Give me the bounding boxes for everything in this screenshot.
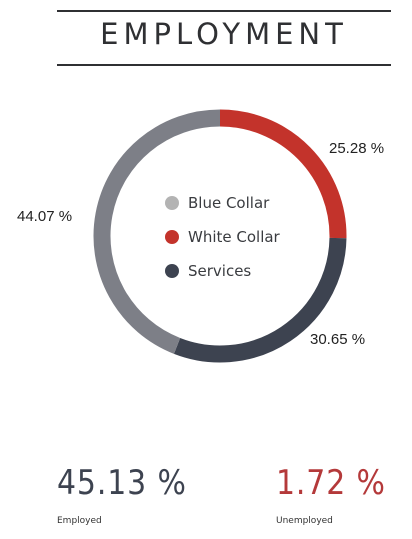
title-bottom-rule bbox=[57, 64, 391, 66]
page-title: EMPLOYMENT bbox=[100, 17, 348, 51]
legend-label-white-collar: White Collar bbox=[188, 228, 280, 246]
employed-label: Employed bbox=[57, 516, 102, 526]
slice-label-blue-collar: 44.07 % bbox=[17, 208, 73, 225]
title-top-rule bbox=[57, 10, 391, 12]
slice-label-services: 30.65 % bbox=[310, 331, 366, 348]
legend-dot-white-collar bbox=[165, 230, 179, 244]
employed-value: 45.13 % bbox=[57, 463, 187, 503]
legend-dot-blue-collar bbox=[165, 196, 179, 210]
legend-item-blue-collar: Blue Collar bbox=[165, 193, 269, 213]
legend-dot-services bbox=[165, 264, 179, 278]
unemployed-value: 1.72 % bbox=[276, 463, 386, 503]
slice-label-white-collar: 25.28 % bbox=[329, 140, 385, 157]
legend-label-services: Services bbox=[188, 262, 252, 280]
unemployed-label: Unemployed bbox=[276, 516, 333, 526]
legend-label-blue-collar: Blue Collar bbox=[188, 194, 270, 212]
slice-white-collar bbox=[219, 109, 347, 239]
legend-item-white-collar: White Collar bbox=[165, 227, 280, 247]
slice-services bbox=[173, 237, 347, 363]
legend-item-services: Services bbox=[165, 261, 251, 281]
slice-blue-collar bbox=[93, 109, 221, 354]
